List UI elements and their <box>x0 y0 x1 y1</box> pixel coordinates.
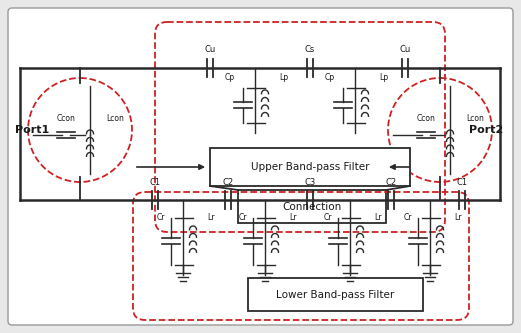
Text: Lp: Lp <box>279 73 288 82</box>
Text: Lp: Lp <box>379 73 388 82</box>
Text: Upper Band-pass Filter: Upper Band-pass Filter <box>251 162 369 172</box>
Text: Lcon: Lcon <box>106 114 124 123</box>
Text: C1: C1 <box>150 178 160 187</box>
Text: Port1: Port1 <box>15 125 49 135</box>
Text: Cu: Cu <box>400 45 411 54</box>
Text: C1: C1 <box>456 178 467 187</box>
Text: Cr: Cr <box>324 213 332 222</box>
FancyBboxPatch shape <box>8 8 513 325</box>
FancyBboxPatch shape <box>238 190 386 223</box>
Text: C3: C3 <box>304 178 316 187</box>
Text: Lower Band-pass Filter: Lower Band-pass Filter <box>276 289 394 299</box>
Text: Cr: Cr <box>239 213 247 222</box>
Text: Lr: Lr <box>207 213 215 222</box>
Text: Lr: Lr <box>289 213 296 222</box>
Text: Ccon: Ccon <box>57 114 76 123</box>
Text: Cr: Cr <box>403 213 412 222</box>
Text: Port2: Port2 <box>469 125 503 135</box>
Text: Connection: Connection <box>282 201 342 211</box>
FancyBboxPatch shape <box>210 148 410 186</box>
Text: Cr: Cr <box>156 213 165 222</box>
Text: C2: C2 <box>222 178 233 187</box>
Text: Cp: Cp <box>325 73 335 82</box>
Text: Lcon: Lcon <box>466 114 484 123</box>
Text: Ccon: Ccon <box>417 114 436 123</box>
Text: Cs: Cs <box>305 45 315 54</box>
Text: Lr: Lr <box>454 213 462 222</box>
FancyBboxPatch shape <box>248 278 423 311</box>
Text: Cp: Cp <box>225 73 235 82</box>
Text: Cu: Cu <box>204 45 216 54</box>
Text: C2: C2 <box>386 178 396 187</box>
Text: Lr: Lr <box>374 213 381 222</box>
